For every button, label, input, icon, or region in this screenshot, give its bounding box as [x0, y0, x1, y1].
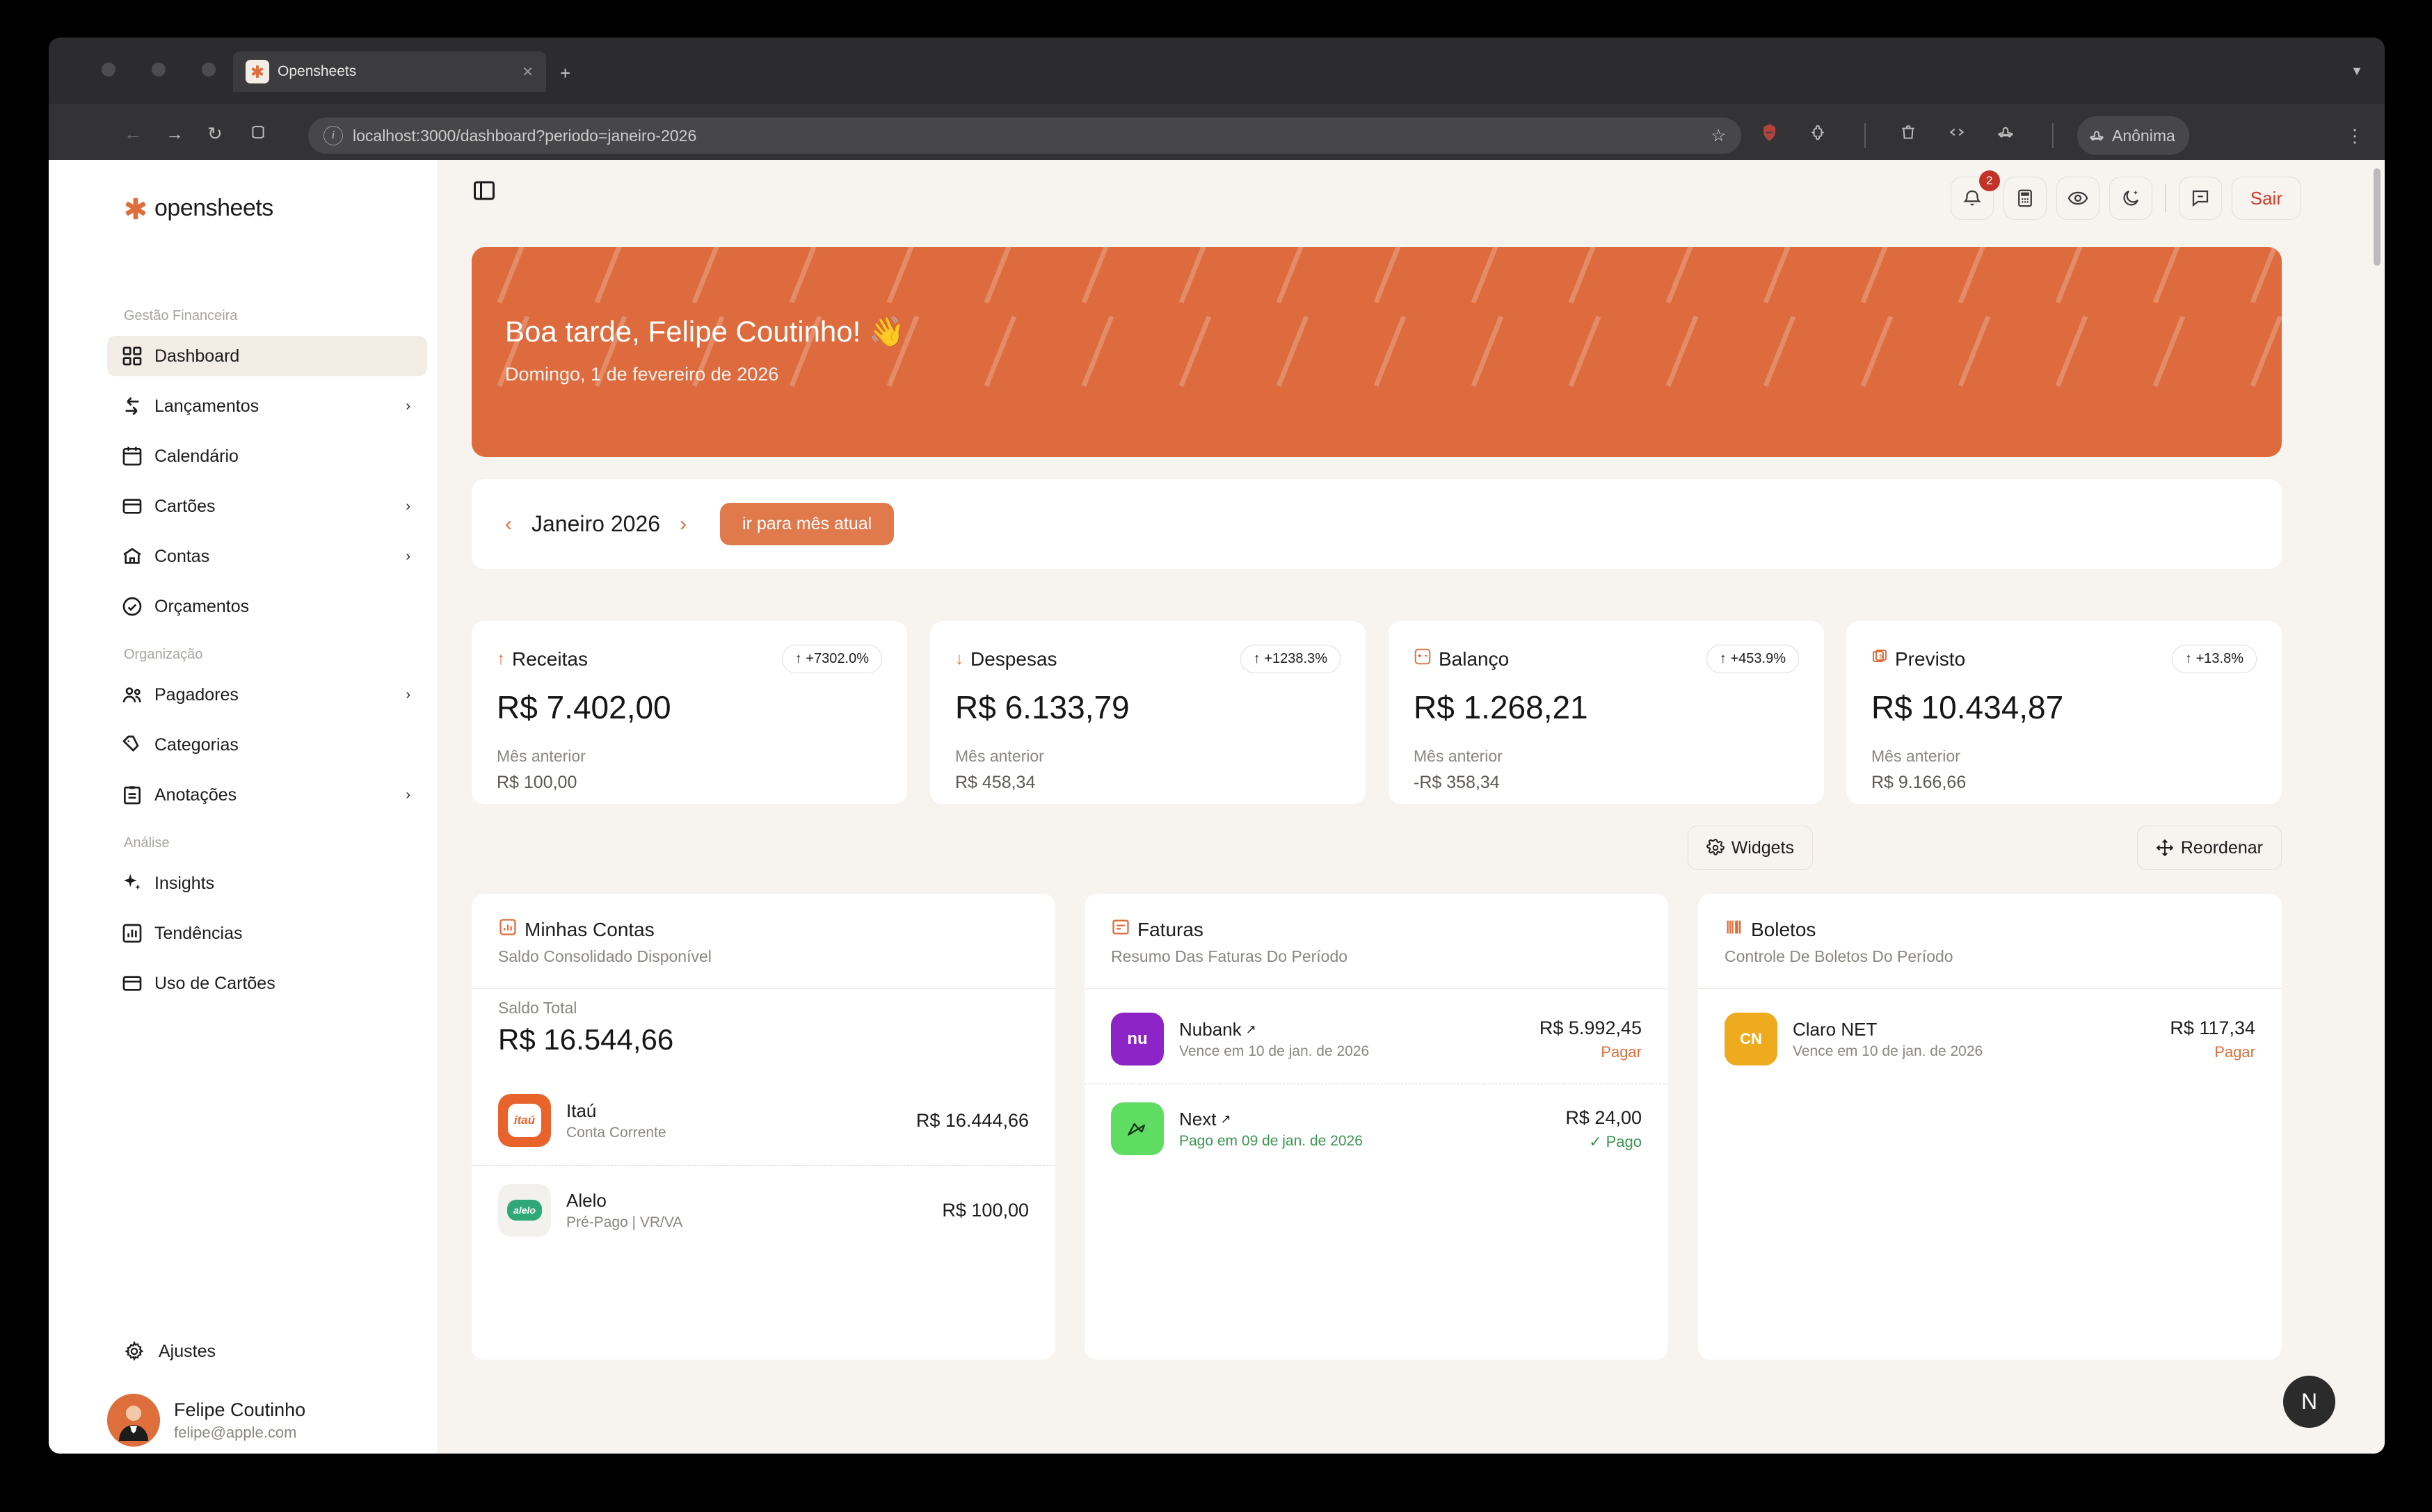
svg-text:$: $ — [1879, 653, 1882, 660]
